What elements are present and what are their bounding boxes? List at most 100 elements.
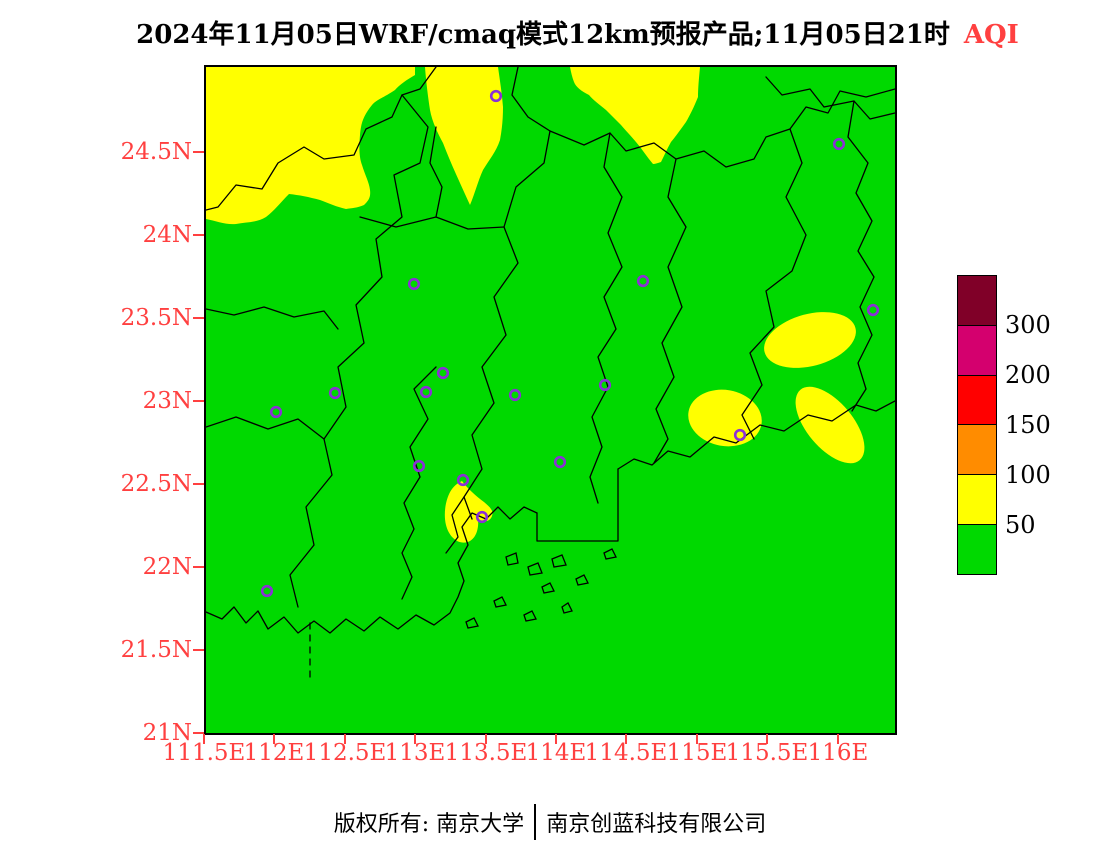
x-tick-mark xyxy=(625,734,627,744)
aqi-moderate-patch xyxy=(206,67,415,225)
colorbar-segment xyxy=(958,424,996,475)
colorbar-segment xyxy=(958,524,996,574)
city-station-marker xyxy=(489,89,503,103)
island-outline xyxy=(575,574,589,586)
city-station-marker xyxy=(269,405,283,419)
island-outline xyxy=(561,602,573,614)
colorbar-segment xyxy=(958,374,996,425)
y-tick-label: 22.5N xyxy=(120,471,192,497)
city-station-marker xyxy=(260,584,274,598)
city-station-marker xyxy=(419,385,433,399)
x-tick-label: 116E xyxy=(807,740,869,766)
x-tick-mark xyxy=(203,734,205,744)
x-tick-mark xyxy=(414,734,416,744)
city-station-marker xyxy=(407,277,421,291)
aqi-moderate-patch xyxy=(425,67,503,205)
aqi-colorbar xyxy=(957,275,997,575)
colorbar-threshold-label: 100 xyxy=(1005,461,1051,489)
y-tick-mark xyxy=(193,234,204,236)
y-tick-mark xyxy=(193,483,204,485)
map-frame xyxy=(204,65,897,735)
city-station-marker xyxy=(475,510,489,524)
x-tick-label: 112.5E xyxy=(303,740,387,766)
city-station-marker xyxy=(636,274,650,288)
y-tick-label: 24.5N xyxy=(120,139,192,165)
admin-boundary-line xyxy=(429,126,443,218)
page-title: 2024年11月05日WRF/cmaq模式12km预报产品;11月05日21时 A… xyxy=(0,14,1100,51)
y-tick-mark xyxy=(193,649,204,651)
aqi-moderate-patch xyxy=(444,481,493,543)
admin-boundary-line xyxy=(206,306,339,330)
aqi-moderate-patch xyxy=(570,67,700,164)
x-tick-label: 111.5E xyxy=(162,740,246,766)
x-tick-label: 114E xyxy=(525,740,587,766)
title-main: 2024年11月05日WRF/cmaq模式12km预报产品;11月05日21时 xyxy=(136,20,950,50)
y-tick-label: 21.5N xyxy=(120,637,192,663)
footer-divider xyxy=(534,804,537,840)
y-tick-mark xyxy=(193,400,204,402)
y-tick-label: 22N xyxy=(142,554,192,580)
y-tick-mark xyxy=(193,732,204,734)
x-tick-label: 113E xyxy=(384,740,446,766)
y-tick-label: 21N xyxy=(142,720,192,746)
y-tick-mark xyxy=(193,566,204,568)
admin-boundary-line xyxy=(401,366,437,600)
admin-boundary-line xyxy=(847,100,875,412)
city-station-marker xyxy=(866,303,880,317)
coastline xyxy=(617,400,895,470)
coastline xyxy=(206,506,538,634)
city-station-marker xyxy=(553,455,567,469)
x-tick-label: 112E xyxy=(243,740,305,766)
admin-boundary-line xyxy=(206,416,325,440)
x-tick-mark xyxy=(273,734,275,744)
city-station-marker xyxy=(456,473,470,487)
admin-boundary-line xyxy=(445,496,465,554)
city-station-marker xyxy=(733,428,747,442)
y-tick-mark xyxy=(193,317,204,319)
aqi-moderate-patch xyxy=(795,386,865,464)
copyright-footer: 版权所有: 南京大学 南京创蓝科技有限公司 xyxy=(0,804,1100,840)
colorbar-threshold-label: 300 xyxy=(1005,311,1051,339)
colorbar-scale xyxy=(957,275,997,575)
copyright-owner: 版权所有: 南京大学 xyxy=(333,812,525,837)
y-tick-mark xyxy=(193,151,204,153)
colorbar-threshold-label: 200 xyxy=(1005,361,1051,389)
x-tick-label: 115.5E xyxy=(725,740,809,766)
colorbar-segment xyxy=(958,474,996,525)
colorbar-segment xyxy=(958,276,996,325)
x-tick-mark xyxy=(344,734,346,744)
island-outline xyxy=(541,582,555,594)
island-outline xyxy=(603,548,617,560)
admin-boundary-line xyxy=(589,132,623,504)
island-outline xyxy=(551,554,567,568)
copyright-company: 南京创蓝科技有限公司 xyxy=(546,812,767,837)
x-tick-mark xyxy=(696,734,698,744)
island-outline xyxy=(465,617,479,629)
admin-boundary-line xyxy=(653,158,687,464)
title-variable-aqi: AQI xyxy=(963,20,1019,50)
y-tick-label: 24N xyxy=(142,222,192,248)
island-outline xyxy=(527,562,543,576)
colorbar-threshold-label: 50 xyxy=(1005,511,1036,539)
x-tick-label: 114.5E xyxy=(584,740,668,766)
x-tick-label: 113.5E xyxy=(444,740,528,766)
admin-boundary-line xyxy=(463,67,551,520)
admin-boundary-line xyxy=(765,76,895,120)
island-outline xyxy=(493,596,507,608)
city-station-marker xyxy=(328,386,342,400)
admin-boundary-line xyxy=(289,94,429,608)
island-outline xyxy=(523,610,537,622)
aqi-moderate-patch xyxy=(764,312,856,368)
x-tick-mark xyxy=(766,734,768,744)
forecast-map xyxy=(206,67,895,733)
admin-boundary-line xyxy=(741,128,807,440)
x-tick-label: 115E xyxy=(666,740,728,766)
city-station-marker xyxy=(832,137,846,151)
colorbar-threshold-label: 150 xyxy=(1005,411,1051,439)
city-station-marker xyxy=(508,388,522,402)
colorbar-segment xyxy=(958,324,996,375)
x-tick-mark xyxy=(485,734,487,744)
city-station-marker xyxy=(598,378,612,392)
x-tick-mark xyxy=(837,734,839,744)
